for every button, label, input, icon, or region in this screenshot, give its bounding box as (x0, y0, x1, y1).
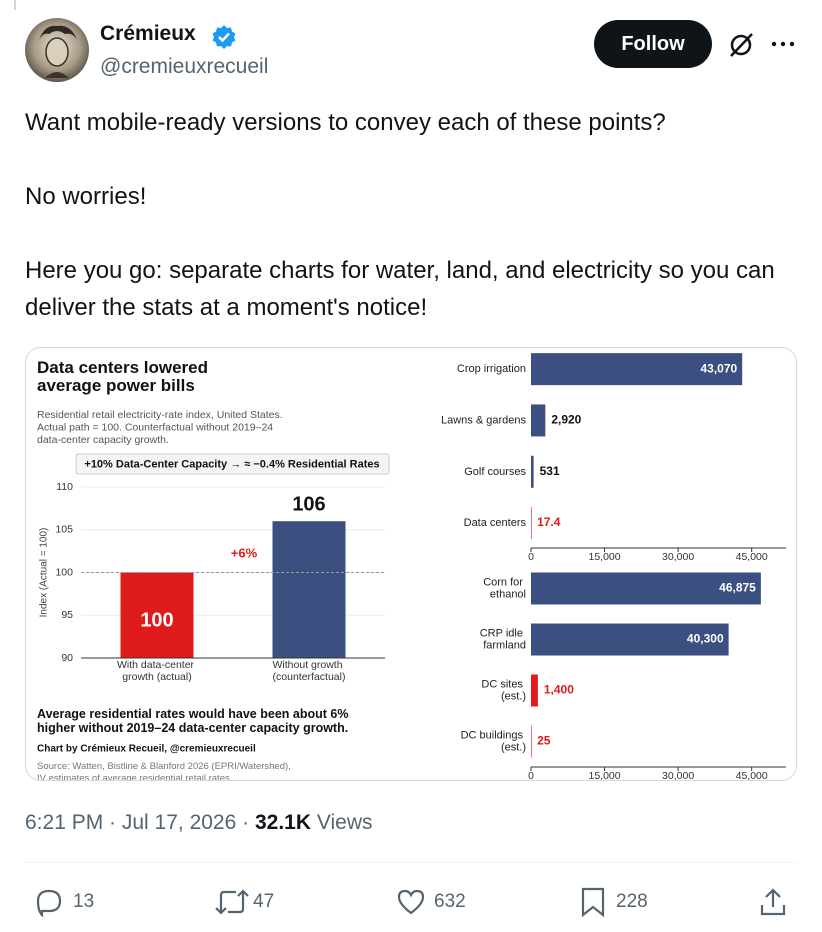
value-label: 106 (292, 493, 325, 515)
avatar[interactable] (25, 18, 89, 82)
repost-icon[interactable] (214, 887, 250, 917)
tweet-paragraph: Want mobile-ready versions to convey eac… (25, 109, 666, 136)
divider (25, 862, 797, 863)
bar (531, 674, 538, 707)
value-label: 43,070 (701, 361, 738, 375)
verified-badge (212, 25, 236, 49)
x-tick-label: 15,000 (588, 770, 620, 780)
bar (120, 572, 194, 658)
value-label: 100 (140, 610, 173, 632)
category-label: Lawns & gardens (441, 414, 526, 426)
chart-note: Average residential rates would have bee… (37, 707, 352, 735)
x-tick-label: With data-center growth (actual) (117, 659, 197, 683)
more-icon[interactable] (770, 36, 796, 52)
bar (531, 507, 532, 540)
y-tick-label: 110 (56, 481, 73, 493)
author-name[interactable]: Crémieux (100, 22, 196, 45)
bar (531, 404, 546, 437)
chart-credit: Chart by Crémieux Recueil, @cremieuxrecu… (37, 744, 256, 755)
charts-image: Data centers lowered average power bills… (26, 348, 796, 780)
chart-title: Data centers lowered average power bills (37, 358, 213, 395)
y-tick-label: 95 (61, 609, 73, 621)
value-label: 17.4 (537, 515, 561, 529)
category-label: CRP idle farmland (480, 627, 526, 651)
bar (531, 572, 761, 605)
x-tick-label: 45,000 (736, 770, 768, 780)
chart-subtitle: Residential retail electricity-rate inde… (37, 409, 286, 446)
callout: +10% Data-Center Capacity → ≈ −0.4% Resi… (84, 458, 379, 470)
value-label: 2,920 (551, 413, 581, 427)
reply-icon[interactable] (34, 887, 64, 917)
bar (531, 353, 743, 386)
y-tick-label: 105 (55, 524, 73, 536)
right-panel (398, 348, 796, 780)
tweet-paragraph: Here you go: separate charts for water, … (25, 257, 775, 321)
x-tick-label: 30,000 (662, 551, 694, 563)
value-label: 40,300 (687, 632, 724, 646)
media-card[interactable]: Data centers lowered average power bills… (25, 347, 797, 781)
category-label: Crop irrigation (457, 363, 526, 375)
y-tick-label: 90 (61, 652, 73, 664)
views-count: 32.1K (254, 811, 312, 834)
category-label: Data centers (464, 517, 527, 529)
annotation: +6% (231, 545, 258, 560)
bar (531, 455, 534, 488)
tweet-text: Want mobile-ready versions to convey eac… (25, 104, 785, 363)
bar (531, 725, 532, 758)
bar (272, 521, 346, 658)
x-tick-label: 45,000 (736, 551, 768, 563)
share-icon[interactable] (759, 886, 787, 918)
chart-source: Source: Watten, Bistline & Blanford 2026… (37, 761, 293, 780)
timestamp[interactable]: 6:21 PM · Jul 17, 2026 · (25, 811, 250, 834)
views-label: Views (316, 811, 373, 834)
y-tick-label: 100 (55, 566, 73, 578)
like-count: 632 (434, 891, 466, 912)
grok-icon[interactable] (727, 31, 755, 59)
thread-line (14, 0, 16, 10)
callout-box (75, 453, 390, 475)
value-label: 1,400 (544, 683, 574, 697)
value-label: 531 (540, 464, 560, 478)
category-label: DC buildings (est.) (461, 729, 526, 753)
like-icon[interactable] (396, 888, 426, 916)
x-tick-label: Without growth (counterfactual) (273, 659, 346, 683)
x-tick-label: 15,000 (588, 551, 620, 563)
x-tick-label: 0 (528, 551, 534, 563)
tweet-meta: 6:21 PM · Jul 17, 2026 · 32.1K Views (25, 811, 373, 835)
author-handle[interactable]: @cremieuxrecueil (100, 55, 269, 78)
bookmark-count: 228 (616, 891, 648, 912)
category-label: Golf courses (464, 466, 526, 478)
x-tick-label: 0 (528, 770, 534, 780)
reply-count: 13 (73, 891, 95, 912)
follow-button[interactable]: Follow (594, 20, 712, 68)
bar (531, 623, 729, 656)
x-tick-label: 30,000 (662, 770, 694, 780)
repost-count: 47 (253, 891, 275, 912)
category-label: Corn for ethanol (483, 576, 526, 600)
value-label: 46,875 (719, 581, 756, 595)
tweet-paragraph: No worries! (25, 183, 147, 210)
y-axis-label: Index (Actual = 100) (39, 528, 50, 618)
value-label: 25 (537, 734, 551, 748)
category-label: DC sites (est.) (481, 678, 526, 702)
bookmark-icon[interactable] (580, 886, 606, 918)
